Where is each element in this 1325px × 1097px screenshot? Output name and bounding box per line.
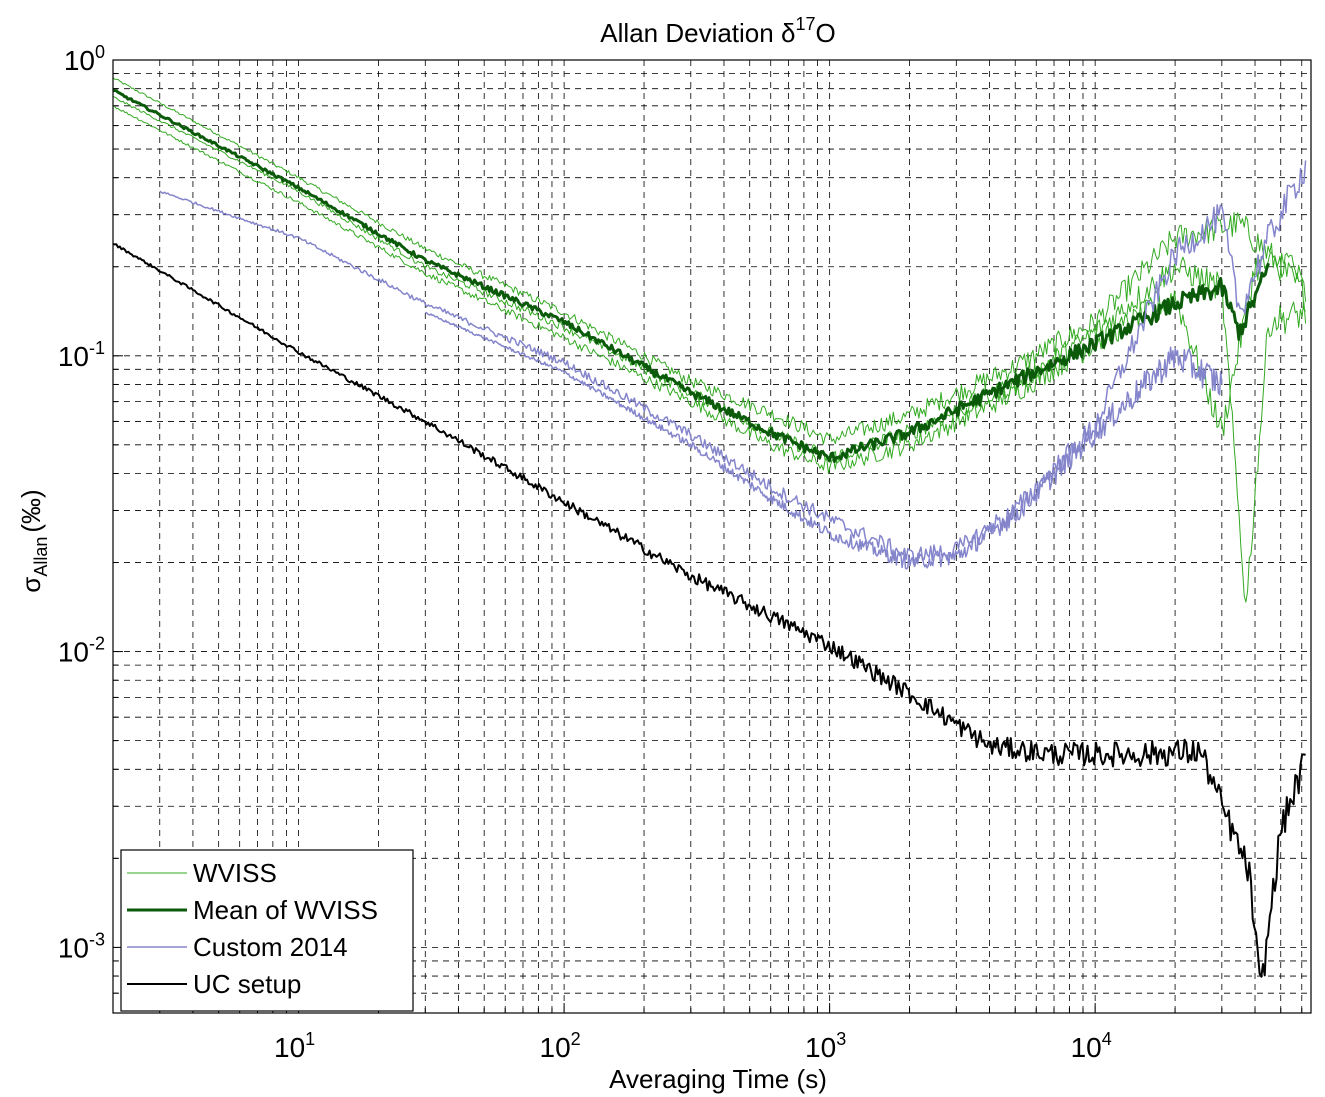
legend-entries: WVISS Mean of WVISS Custom 2014 UC setup [127, 858, 378, 999]
x-tick-label: 101 [274, 1029, 315, 1063]
y-tick-label: 100 [64, 42, 105, 76]
series-layer [112, 77, 1307, 978]
y-tick-labels: 10-3 10-2 10-1 100 [58, 42, 105, 963]
series-line-mean-of-wviss [112, 88, 1271, 463]
legend-label: UC setup [193, 969, 301, 999]
y-axis-title: σAllan(‰) [16, 489, 51, 592]
series-line-wviss [112, 77, 1306, 445]
chart-title: Allan Deviation δ17O [600, 14, 835, 48]
x-tick-label: 104 [1071, 1029, 1112, 1063]
series-line-uc-setup [112, 242, 1306, 978]
legend-label: WVISS [193, 858, 277, 888]
y-tick-label: 10-1 [58, 338, 105, 372]
legend-label: Mean of WVISS [193, 895, 378, 925]
legend-label: Custom 2014 [193, 932, 348, 962]
x-tick-label: 103 [805, 1029, 846, 1063]
x-axis-title: Averaging Time (s) [609, 1064, 827, 1094]
legend: WVISS Mean of WVISS Custom 2014 UC setup [120, 849, 414, 1012]
series-line-replicate-5 [424, 311, 1223, 570]
x-tick-label: 102 [540, 1029, 581, 1063]
series-line-custom-2014 [159, 160, 1307, 565]
x-tick-labels: 101 102 103 104 [274, 1029, 1112, 1063]
y-tick-label: 10-3 [58, 929, 105, 963]
plot-frame [112, 59, 1312, 1014]
y-tick-label: 10-2 [58, 634, 105, 668]
series-line-replicate-1 [112, 105, 1307, 474]
